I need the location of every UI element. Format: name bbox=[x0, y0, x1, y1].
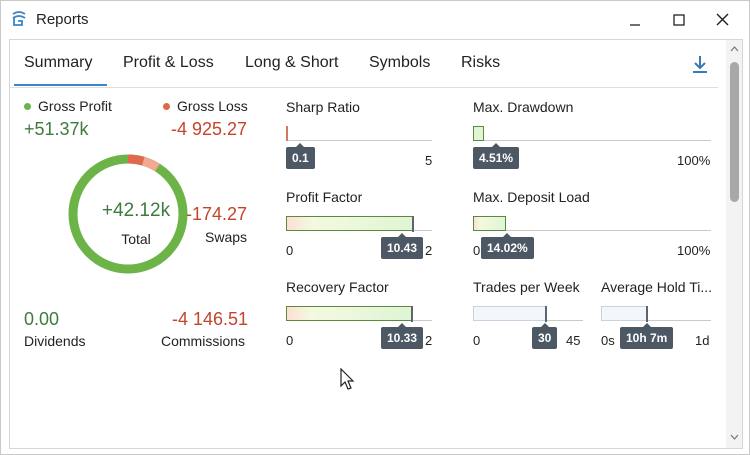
dividends-label: Dividends bbox=[24, 333, 86, 349]
gross-loss-label: Gross Loss bbox=[177, 98, 248, 114]
profit-factor-min: 0 bbox=[286, 243, 294, 258]
max-deposit-load-badge: 14.02% bbox=[481, 233, 534, 259]
sharp-ratio-title: Sharp Ratio bbox=[286, 99, 360, 115]
gross-loss-value: -4 925.27 bbox=[171, 119, 248, 139]
swaps-label: Swaps bbox=[205, 229, 248, 245]
tab-bar: Summary Profit & Loss Long & Short Symbo… bbox=[10, 40, 718, 88]
vertical-scrollbar[interactable] bbox=[726, 40, 742, 448]
profit-factor-badge: 10.43 bbox=[381, 233, 424, 259]
download-icon[interactable] bbox=[690, 54, 710, 74]
total-donut-chart bbox=[68, 154, 188, 274]
loss-arc-secondary bbox=[141, 156, 160, 172]
scroll-down-icon[interactable] bbox=[730, 434, 739, 440]
trades-per-week-max: 45 bbox=[566, 333, 581, 348]
avg-hold-time-title: Average Hold Ti... bbox=[601, 279, 713, 295]
minimize-button[interactable] bbox=[613, 1, 657, 38]
swaps-value: -174.27 bbox=[186, 204, 248, 224]
recovery-factor-max: 2 bbox=[425, 333, 433, 348]
profit-factor-bar bbox=[286, 216, 414, 231]
max-deposit-load-bar bbox=[473, 216, 506, 231]
dividends-value: 0.00 bbox=[24, 309, 60, 329]
max-drawdown-badge: 4.51% bbox=[473, 143, 520, 169]
report-content: Summary Profit & Loss Long & Short Symbo… bbox=[9, 39, 743, 449]
tab-risks[interactable]: Risks bbox=[461, 54, 501, 71]
recovery-factor-title: Recovery Factor bbox=[286, 279, 389, 295]
max-drawdown-max: 100% bbox=[677, 153, 711, 168]
trades-per-week-pointer bbox=[545, 306, 547, 322]
avg-hold-time-bar bbox=[601, 306, 647, 321]
avg-hold-time-badge: 10h 7m bbox=[620, 323, 674, 349]
profit-factor-pointer bbox=[412, 216, 414, 232]
mouse-cursor-icon bbox=[340, 368, 355, 390]
total-value: +42.12k bbox=[101, 200, 171, 221]
max-deposit-load-track bbox=[473, 216, 711, 231]
trades-per-week-min: 0 bbox=[473, 333, 481, 348]
gross-profit-value: +51.37k bbox=[24, 119, 89, 139]
maximize-button[interactable] bbox=[657, 1, 701, 38]
max-drawdown-track bbox=[473, 126, 711, 141]
sharp-ratio-bar bbox=[286, 126, 288, 141]
maximize-icon bbox=[673, 13, 685, 26]
total-label: Total bbox=[121, 231, 151, 247]
sharp-ratio-track bbox=[286, 126, 432, 141]
recovery-factor-badge: 10.33 bbox=[381, 323, 424, 349]
close-button[interactable] bbox=[700, 1, 744, 38]
profit-factor-max: 2 bbox=[425, 243, 433, 258]
tab-symbols[interactable]: Symbols bbox=[369, 54, 431, 71]
scroll-up-icon[interactable] bbox=[730, 46, 739, 52]
loss-arc bbox=[127, 154, 145, 166]
max-deposit-load-min: 0 bbox=[473, 243, 481, 258]
max-drawdown-bar bbox=[473, 126, 484, 141]
recovery-factor-track bbox=[286, 306, 432, 321]
scroll-thumb[interactable] bbox=[730, 62, 739, 202]
tab-profit-loss[interactable]: Profit & Loss bbox=[123, 54, 214, 71]
close-icon bbox=[716, 13, 728, 26]
sharp-ratio-badge: 0.1 bbox=[286, 143, 315, 169]
gross-profit-label: Gross Profit bbox=[38, 98, 112, 114]
reports-app-icon bbox=[12, 11, 26, 26]
profit-factor-title: Profit Factor bbox=[286, 189, 363, 205]
sharp-ratio-max: 5 bbox=[425, 153, 433, 168]
avg-hold-time-max: 1d bbox=[695, 333, 710, 348]
avg-hold-time-pointer bbox=[646, 306, 648, 322]
max-deposit-load-title: Max. Deposit Load bbox=[473, 189, 590, 205]
trades-per-week-badge: 30 bbox=[532, 323, 558, 349]
trades-per-week-title: Trades per Week bbox=[473, 279, 580, 295]
loss-dot-icon bbox=[163, 103, 170, 110]
recovery-factor-pointer bbox=[411, 306, 413, 322]
avg-hold-time-min: 0s bbox=[601, 333, 615, 348]
avg-hold-time-track bbox=[601, 306, 711, 321]
gross-profit-legend: Gross Profit bbox=[24, 98, 112, 114]
profit-dot-icon bbox=[24, 103, 31, 110]
tab-long-short[interactable]: Long & Short bbox=[245, 54, 339, 71]
trades-per-week-bar bbox=[473, 306, 546, 321]
window-title: Reports bbox=[36, 11, 89, 28]
max-drawdown-title: Max. Drawdown bbox=[473, 99, 574, 115]
commissions-value: -4 146.51 bbox=[172, 309, 249, 329]
commissions-label: Commissions bbox=[161, 333, 246, 349]
recovery-factor-bar bbox=[286, 306, 412, 321]
title-bar[interactable]: Reports bbox=[1, 1, 749, 38]
max-deposit-load-max: 100% bbox=[677, 243, 711, 258]
profit-factor-track bbox=[286, 216, 432, 231]
gross-loss-legend: Gross Loss bbox=[163, 98, 248, 114]
minimize-icon bbox=[630, 23, 640, 26]
recovery-factor-min: 0 bbox=[286, 333, 294, 348]
tab-summary[interactable]: Summary bbox=[13, 54, 109, 86]
trades-per-week-track bbox=[473, 306, 583, 321]
